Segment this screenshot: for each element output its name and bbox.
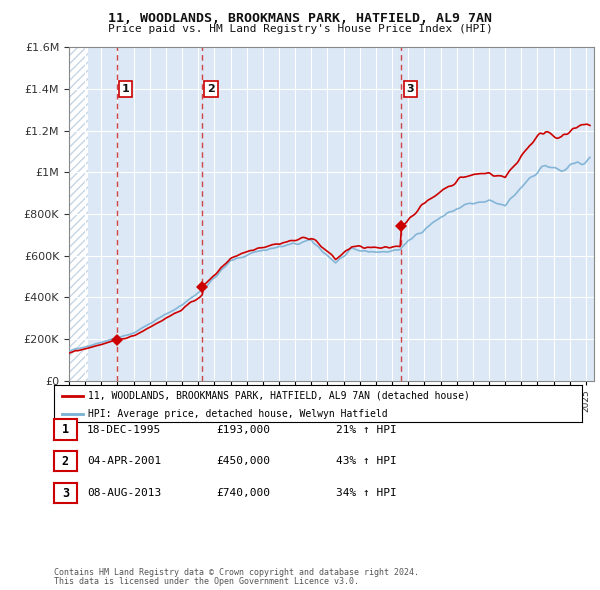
Text: 34% ↑ HPI: 34% ↑ HPI bbox=[336, 489, 397, 498]
Bar bbox=[69, 47, 88, 381]
Text: 3: 3 bbox=[406, 84, 414, 94]
Text: 11, WOODLANDS, BROOKMANS PARK, HATFIELD, AL9 7AN (detached house): 11, WOODLANDS, BROOKMANS PARK, HATFIELD,… bbox=[88, 391, 470, 401]
Text: £193,000: £193,000 bbox=[216, 425, 270, 434]
Text: 21% ↑ HPI: 21% ↑ HPI bbox=[336, 425, 397, 434]
Text: HPI: Average price, detached house, Welwyn Hatfield: HPI: Average price, detached house, Welw… bbox=[88, 409, 388, 419]
Text: 3: 3 bbox=[62, 487, 69, 500]
Text: 08-AUG-2013: 08-AUG-2013 bbox=[87, 489, 161, 498]
Text: 11, WOODLANDS, BROOKMANS PARK, HATFIELD, AL9 7AN: 11, WOODLANDS, BROOKMANS PARK, HATFIELD,… bbox=[108, 12, 492, 25]
Text: 04-APR-2001: 04-APR-2001 bbox=[87, 457, 161, 466]
Text: £740,000: £740,000 bbox=[216, 489, 270, 498]
Text: 1: 1 bbox=[122, 84, 130, 94]
Text: Price paid vs. HM Land Registry's House Price Index (HPI): Price paid vs. HM Land Registry's House … bbox=[107, 24, 493, 34]
Text: This data is licensed under the Open Government Licence v3.0.: This data is licensed under the Open Gov… bbox=[54, 578, 359, 586]
Text: Contains HM Land Registry data © Crown copyright and database right 2024.: Contains HM Land Registry data © Crown c… bbox=[54, 568, 419, 577]
Text: 2: 2 bbox=[62, 455, 69, 468]
Text: 1: 1 bbox=[62, 423, 69, 436]
Text: 43% ↑ HPI: 43% ↑ HPI bbox=[336, 457, 397, 466]
Text: 2: 2 bbox=[207, 84, 215, 94]
Text: 18-DEC-1995: 18-DEC-1995 bbox=[87, 425, 161, 434]
Text: £450,000: £450,000 bbox=[216, 457, 270, 466]
